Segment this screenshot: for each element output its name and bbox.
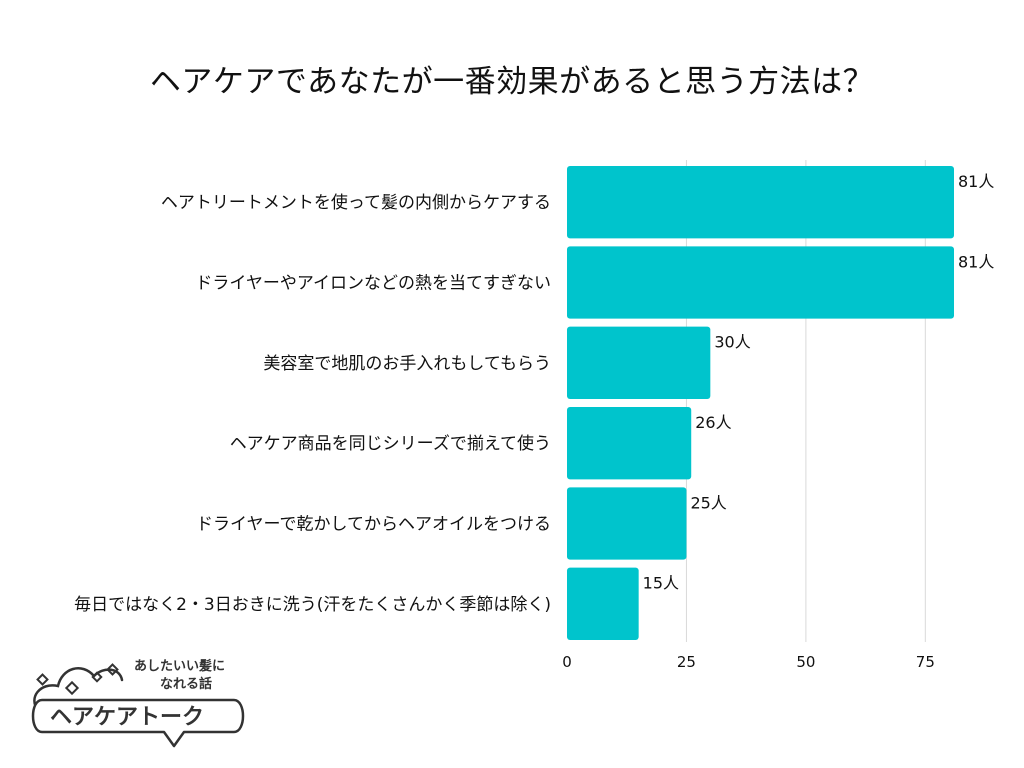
hair-care-talk-logo: あしたいい髪に なれる話 ヘアケアトーク <box>31 658 245 748</box>
logo-speech-bubble <box>31 698 245 748</box>
bar <box>567 326 711 399</box>
chart-title: ヘアケアであなたが一番効果があると思う方法は？ <box>149 64 875 100</box>
value-label: 26人 <box>695 413 731 432</box>
bar <box>567 407 692 480</box>
bar <box>567 246 954 319</box>
value-label: 15人 <box>643 574 679 593</box>
logo-tagline-line2: なれる話 <box>160 676 212 692</box>
value-label: 30人 <box>714 333 750 352</box>
x-tick-label: 50 <box>796 653 815 671</box>
logo-cloud-outline <box>33 667 124 712</box>
bar <box>567 487 687 560</box>
x-tick-label: 25 <box>677 653 696 671</box>
x-tick-label: 0 <box>562 653 572 671</box>
bar <box>567 166 954 239</box>
x-tick-label: 75 <box>916 653 935 671</box>
category-label: ドライヤーで乾かしてからヘアオイルをつける <box>196 515 551 535</box>
category-label: 美容室で地肌のお手入れもしてもらう <box>263 354 551 374</box>
value-label: 81人 <box>958 172 994 191</box>
category-label: ヘアケア商品を同じシリーズで揃えて使う <box>230 433 551 454</box>
value-label: 25人 <box>690 493 726 512</box>
logo-name: ヘアケアトーク <box>50 705 204 730</box>
value-label: 81人 <box>958 252 994 271</box>
category-label: ヘアトリートメントを使って髪の内側からケアする <box>161 192 551 213</box>
category-label: ドライヤーやアイロンなどの熱を当てすぎない <box>195 274 551 294</box>
category-label: 毎日ではなく2・3日おきに洗う(汗をたくさんかく季節は除く) <box>74 595 551 615</box>
logo-tagline-line1: あしたいい髪に <box>134 658 225 674</box>
bar <box>567 567 639 640</box>
